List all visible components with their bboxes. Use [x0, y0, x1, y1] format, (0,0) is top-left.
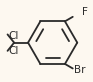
Text: F: F — [82, 7, 88, 17]
Text: Cl: Cl — [8, 31, 18, 41]
Text: Br: Br — [74, 65, 85, 75]
Text: Cl: Cl — [8, 46, 18, 56]
